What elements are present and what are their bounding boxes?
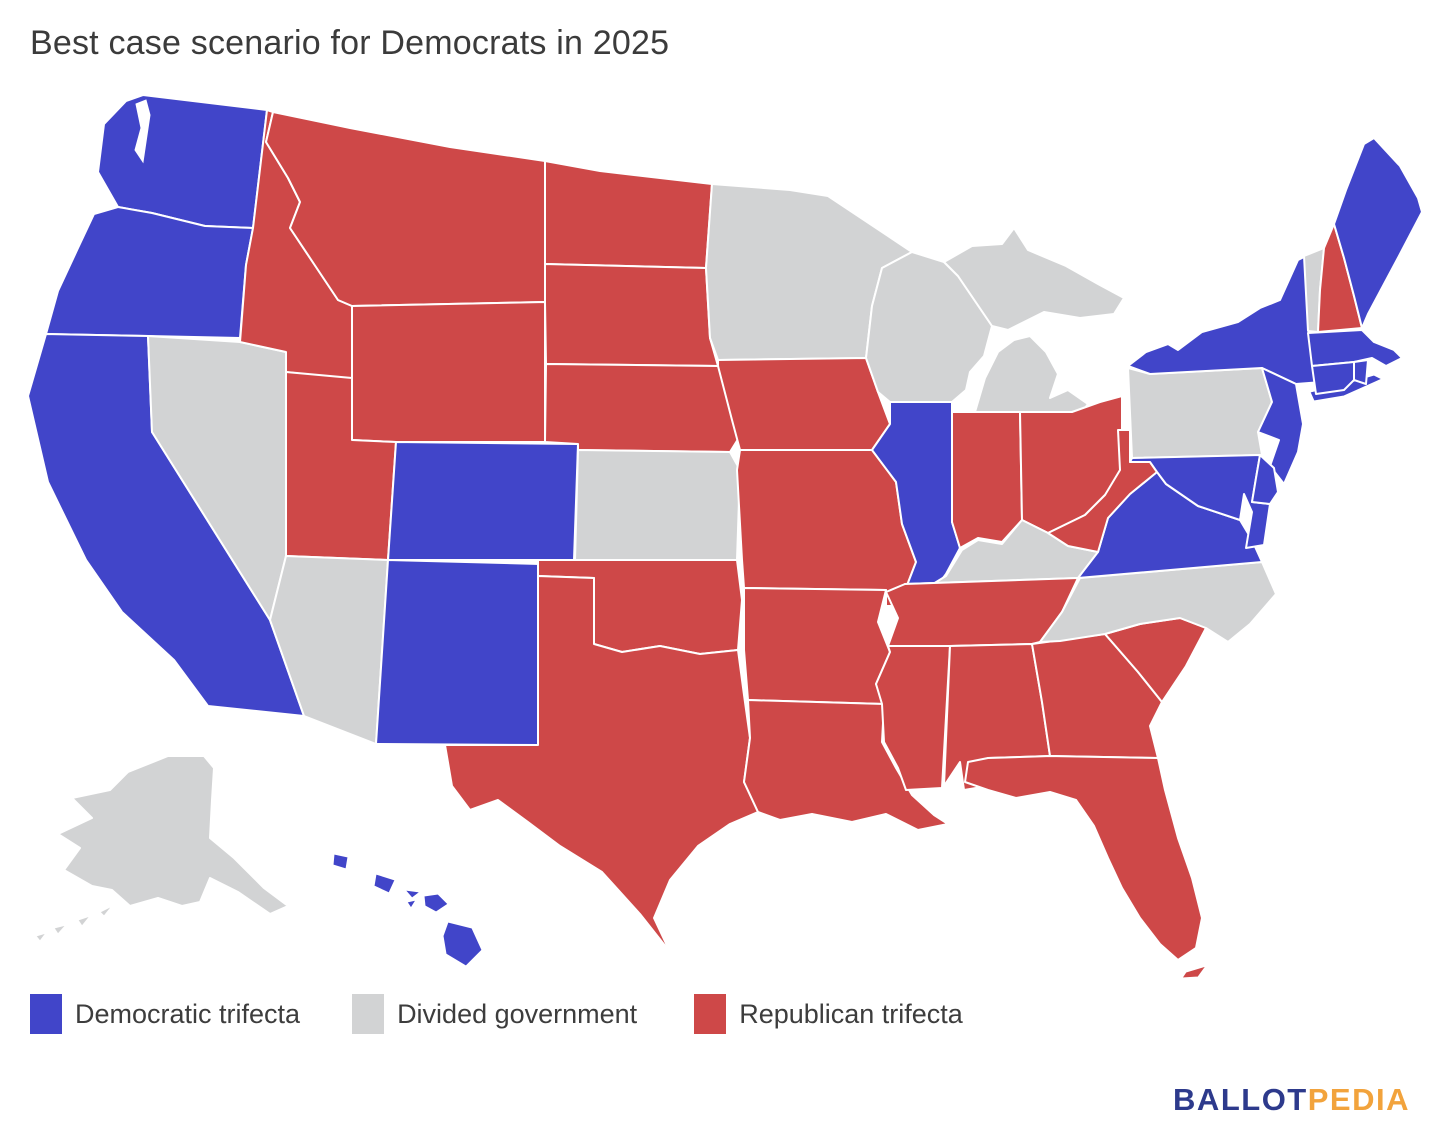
- legend: Democratic trifecta Divided government R…: [30, 994, 963, 1034]
- states-layer: [27, 94, 1423, 979]
- legend-label-divided: Divided government: [397, 998, 638, 1029]
- state-florida-keys[interactable]: [1181, 965, 1207, 979]
- state-louisiana[interactable]: [743, 699, 949, 831]
- state-iowa[interactable]: [717, 357, 891, 451]
- state-texas[interactable]: [444, 575, 759, 953]
- state-kansas[interactable]: [574, 449, 741, 561]
- state-connecticut[interactable]: [1311, 361, 1355, 395]
- state-arizona[interactable]: [269, 555, 389, 745]
- page-title: Best case scenario for Democrats in 2025: [30, 24, 670, 62]
- state-new-mexico[interactable]: [375, 559, 541, 746]
- legend-swatch-divided: [352, 994, 385, 1034]
- state-north-carolina[interactable]: [1039, 561, 1277, 643]
- state-hawaii[interactable]: [332, 853, 483, 967]
- state-maine[interactable]: [1333, 137, 1423, 329]
- state-wisconsin[interactable]: [865, 251, 993, 403]
- state-wyoming[interactable]: [351, 301, 546, 443]
- state-north-dakota[interactable]: [544, 160, 713, 269]
- state-alaska-aleutians[interactable]: [35, 905, 113, 942]
- state-new-jersey[interactable]: [1257, 367, 1304, 485]
- legend-item-democratic: Democratic trifecta: [30, 994, 300, 1034]
- legend-label-republican: Republican trifecta: [739, 998, 963, 1029]
- ballotpedia-logo: BALLOTPEDIA: [1173, 1082, 1410, 1118]
- legend-item-divided: Divided government: [352, 994, 637, 1034]
- state-florida[interactable]: [964, 755, 1203, 961]
- state-new-york[interactable]: [1127, 255, 1323, 385]
- state-michigan-upper[interactable]: [943, 227, 1125, 331]
- state-indiana[interactable]: [951, 411, 1023, 549]
- state-colorado[interactable]: [387, 441, 579, 561]
- legend-swatch-republican: [694, 994, 727, 1034]
- puget-sound-water: [134, 99, 151, 164]
- state-alaska[interactable]: [57, 755, 289, 915]
- state-oregon[interactable]: [45, 206, 254, 339]
- legend-label-democratic: Democratic trifecta: [75, 998, 301, 1029]
- logo-ballot-text: BALLOT: [1173, 1082, 1308, 1117]
- state-south-dakota[interactable]: [544, 263, 719, 367]
- state-montana[interactable]: [265, 111, 546, 307]
- state-michigan-lower[interactable]: [974, 335, 1089, 413]
- state-massachusetts[interactable]: [1307, 329, 1403, 367]
- state-pennsylvania[interactable]: [1127, 367, 1273, 459]
- state-arkansas[interactable]: [743, 587, 891, 705]
- legend-item-republican: Republican trifecta: [694, 994, 963, 1034]
- state-rhode-island[interactable]: [1353, 359, 1369, 385]
- state-delaware[interactable]: [1251, 454, 1279, 505]
- logo-pedia-text: PEDIA: [1307, 1082, 1410, 1117]
- state-nebraska[interactable]: [544, 363, 741, 453]
- legend-swatch-democratic: [30, 994, 62, 1034]
